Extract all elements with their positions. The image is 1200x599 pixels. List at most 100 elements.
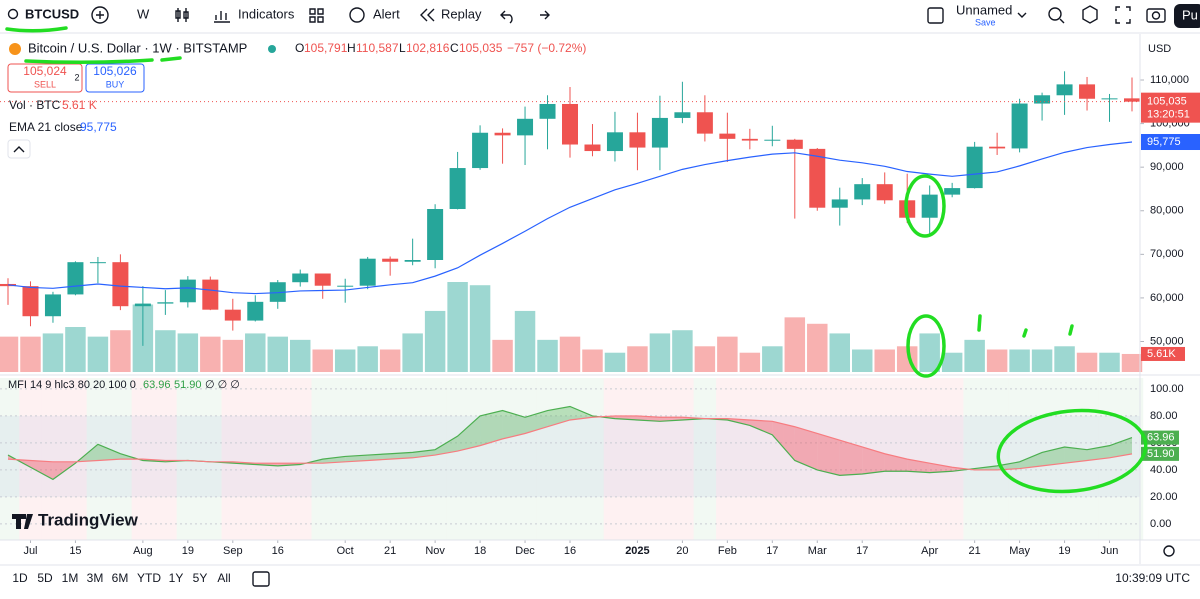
sell-price[interactable]: 105,024	[23, 64, 67, 78]
chart-type-icon[interactable]	[175, 8, 189, 22]
mfi-fill	[30, 460, 53, 480]
volume-bar	[672, 330, 693, 372]
volume-bar	[807, 323, 828, 372]
fullscreen[interactable]	[1115, 6, 1131, 24]
currency[interactable]: USD	[1148, 43, 1171, 55]
mfi-fill	[367, 453, 391, 461]
layout-menu[interactable]	[1017, 12, 1027, 18]
countdown-label: 13:20:51	[1147, 109, 1190, 121]
replay-icon[interactable]	[420, 8, 435, 22]
candle-body	[89, 262, 106, 264]
redo[interactable]	[540, 10, 550, 20]
mfi-zone	[671, 378, 694, 540]
candle-body	[764, 139, 781, 141]
settings[interactable]	[1082, 5, 1098, 24]
volume-axis-label: 5.61K	[1147, 348, 1176, 360]
volume-label: Vol · BTC	[9, 98, 61, 112]
mfi-tick-label: 80.00	[1150, 410, 1178, 422]
buy-price[interactable]: 105,026	[93, 64, 137, 78]
range-button[interactable]: 1M	[62, 571, 79, 585]
indicators-button[interactable]: Indicators	[238, 6, 295, 21]
y-tick-label: 70,000	[1150, 248, 1184, 260]
mfi-fill	[794, 426, 818, 470]
layout-icon[interactable]	[927, 7, 944, 24]
range-button[interactable]: YTD	[137, 571, 161, 585]
mfi-box	[1141, 430, 1179, 445]
range-button[interactable]: 1D	[12, 571, 28, 585]
y-tick-label: 80,000	[1150, 205, 1184, 217]
mfi-zone	[1053, 378, 1076, 540]
interval[interactable]: W	[137, 6, 150, 21]
save-label[interactable]: Save	[975, 17, 996, 27]
mfi-fill	[322, 456, 346, 464]
mfi-zone	[423, 378, 447, 540]
layouts-icon[interactable]	[309, 8, 324, 23]
undo[interactable]	[500, 10, 513, 24]
mfi-zone	[41, 378, 65, 540]
clock[interactable]: 10:39:09 UTC	[1115, 571, 1190, 585]
x-tick-label: Jun	[1101, 545, 1119, 557]
candle-body	[674, 112, 691, 118]
date-range-icon[interactable]	[252, 571, 270, 587]
volume-bar	[110, 330, 131, 372]
publish-label[interactable]: Pu	[1182, 7, 1198, 22]
range-button[interactable]: 3M	[87, 571, 104, 585]
open-label: O	[295, 41, 304, 55]
candle-body	[292, 273, 309, 283]
layout-name[interactable]: Unnamed	[956, 2, 1012, 17]
candle-body	[944, 188, 961, 195]
add-symbol[interactable]	[91, 6, 109, 24]
symbol[interactable]: BTCUSD	[25, 6, 79, 21]
indicators-icon[interactable]	[214, 11, 230, 23]
y-tick-label: 110,000	[1150, 74, 1189, 86]
annotation-circle	[996, 408, 1148, 494]
mfi-zone	[199, 378, 222, 540]
x-tick-label: Feb	[718, 545, 737, 557]
candle-body	[202, 279, 219, 310]
range-button[interactable]: 6M	[112, 571, 129, 585]
volume-bar	[42, 333, 64, 372]
candle-body	[989, 146, 1006, 149]
mfi-zone	[446, 378, 469, 540]
replay-button[interactable]: Replay	[441, 6, 482, 21]
volume-bar	[784, 317, 806, 372]
search-icon[interactable]	[7, 8, 19, 20]
candle-body	[1101, 98, 1118, 100]
buy-label[interactable]: BUY	[106, 79, 125, 89]
x-tick-label: Aug	[133, 545, 153, 557]
mfi-fill	[1042, 446, 1065, 466]
candle-body	[404, 260, 421, 262]
alert-icon[interactable]	[349, 7, 365, 23]
volume-bar	[1076, 352, 1098, 372]
range-button[interactable]: 5D	[37, 571, 53, 585]
mfi-fill	[345, 455, 368, 462]
range-button[interactable]: 1Y	[169, 571, 184, 585]
bottom-bar: 10:39:09 UTC 1D 5D 1M 3M 6M YTD 1Y 5Y All	[12, 571, 1190, 587]
sell-label[interactable]: SELL	[34, 79, 56, 89]
low-label: L	[399, 41, 406, 55]
candle-body	[427, 209, 444, 260]
candle-body	[112, 262, 129, 307]
axis-settings[interactable]	[1163, 545, 1175, 557]
mfi-zone	[1008, 378, 1031, 540]
sell-button[interactable]	[7, 63, 83, 93]
publish-button[interactable]	[1174, 4, 1200, 28]
buy-button[interactable]	[85, 63, 145, 93]
alert-button[interactable]: Alert	[373, 6, 400, 21]
open-value: 105,791	[304, 41, 348, 55]
high-value: 110,587	[356, 41, 399, 55]
mfi-fill	[862, 446, 885, 474]
x-tick-label: Mar	[808, 545, 827, 557]
volume-bar	[357, 346, 378, 372]
mfi-fill	[435, 436, 458, 456]
collapse-legend[interactable]	[7, 139, 31, 159]
snapshot[interactable]	[1146, 8, 1166, 23]
mfi-zone	[738, 378, 762, 540]
candle-body	[67, 262, 84, 295]
x-tick-label: Apr	[921, 545, 938, 557]
annotations	[5, 26, 1148, 494]
quick-search[interactable]	[1048, 7, 1062, 21]
range-button[interactable]: All	[217, 571, 230, 585]
volume-bar	[245, 333, 266, 372]
range-button[interactable]: 5Y	[193, 571, 208, 585]
